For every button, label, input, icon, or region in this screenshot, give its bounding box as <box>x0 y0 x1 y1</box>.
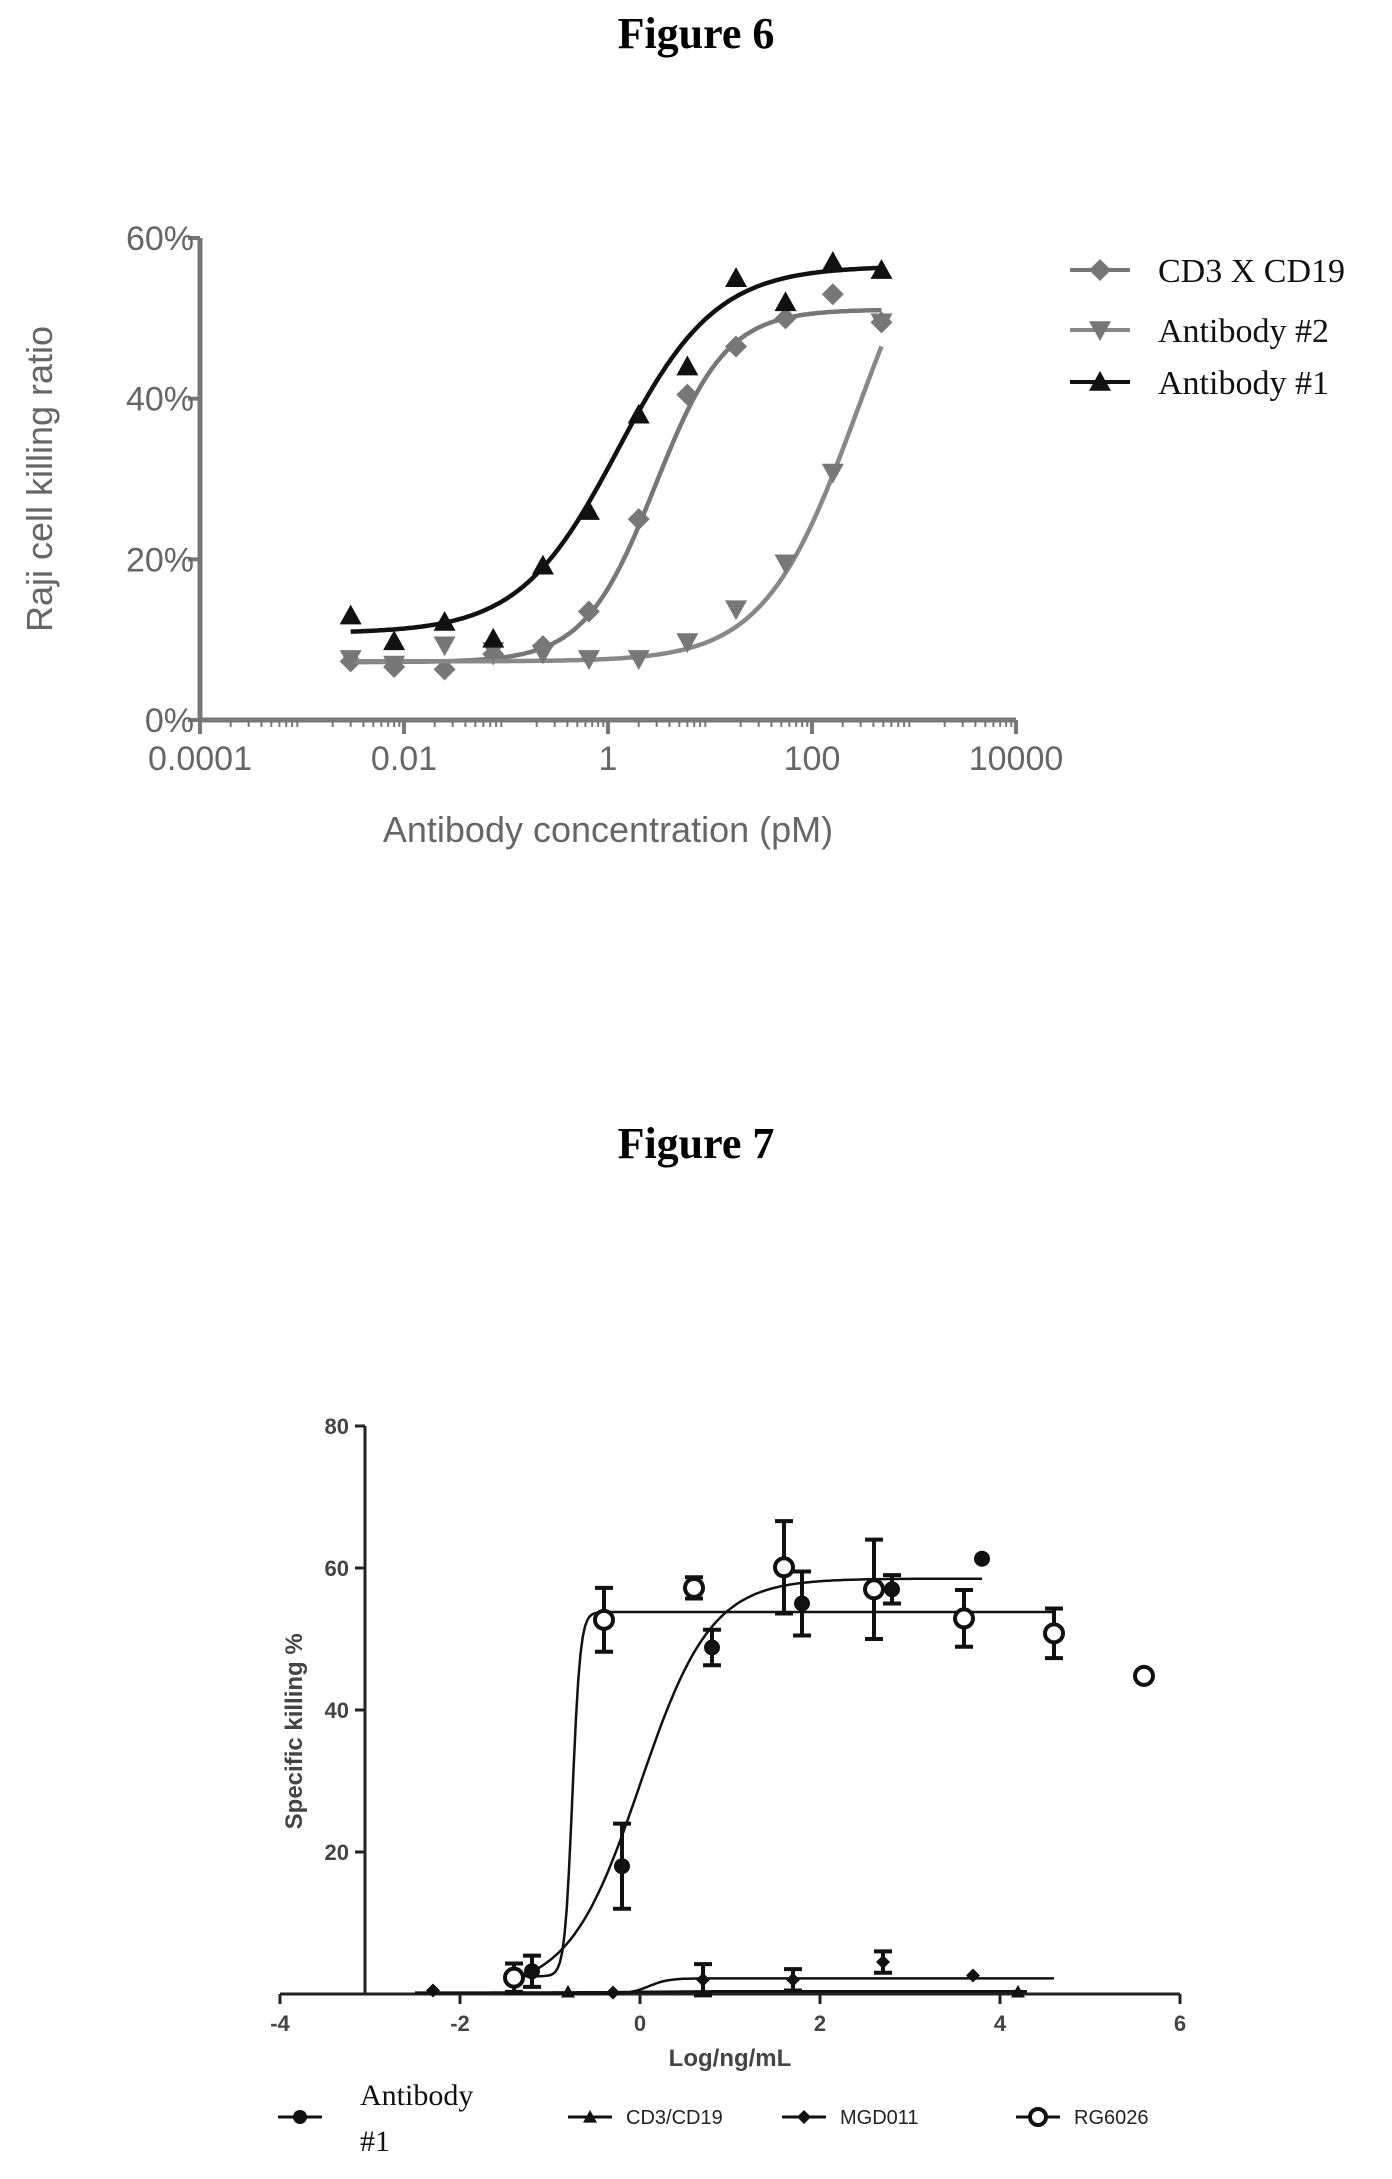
legend-marker <box>1089 321 1111 341</box>
data-point <box>339 604 362 625</box>
figure-7-chart: 20 40 60 80 -4 -2 0 2 4 6 Log/ng/mL Specific killin… <box>270 1414 1186 2158</box>
data-point <box>773 1556 795 1579</box>
legend-marker <box>583 2110 597 2123</box>
legend-label: RG6026 <box>1074 2107 1149 2129</box>
data-point <box>774 291 797 312</box>
data-point <box>966 1968 980 1983</box>
data-point <box>593 1608 615 1631</box>
data-point <box>339 650 362 670</box>
y-tick-label: 40 <box>325 1698 349 1723</box>
legend-marker <box>1089 371 1111 391</box>
x-tick-label: 10000 <box>969 740 1064 778</box>
data-point <box>1133 1664 1155 1687</box>
data-point <box>725 267 748 287</box>
data-point <box>383 630 406 651</box>
x-tick-label: 0.01 <box>371 740 437 778</box>
data-point <box>696 1972 710 1987</box>
legend-marker <box>797 2110 811 2124</box>
y-axis-label: Specific killing % <box>281 1633 308 1829</box>
y-tick-label: 20% <box>126 541 194 579</box>
data-point <box>676 383 699 406</box>
data-point <box>1043 1622 1065 1645</box>
legend-label: #1 <box>360 2125 390 2158</box>
data-point <box>606 1985 620 2000</box>
x-tick-label: 0.0001 <box>148 740 252 778</box>
x-tick-label: 4 <box>994 2011 1007 2036</box>
data-point <box>531 644 554 665</box>
data-point <box>676 355 699 376</box>
x-tick-label: 100 <box>784 740 841 778</box>
data-point <box>704 1639 720 1656</box>
data-point <box>503 1966 525 1989</box>
fit-curve <box>350 345 884 664</box>
y-tick-label: 20 <box>325 1840 349 1865</box>
data-point <box>974 1550 990 1567</box>
y-tick-label: 60 <box>325 1556 349 1581</box>
data-point <box>774 307 797 330</box>
legend-label: Antibody #2 <box>1158 313 1329 350</box>
data-point <box>627 403 650 424</box>
data-point <box>433 636 456 657</box>
legend-label: Antibody <box>360 2079 473 2112</box>
data-point <box>627 650 650 670</box>
legend-label: CD3/CD19 <box>626 2107 723 2129</box>
data-point <box>614 1858 630 1875</box>
x-axis-label: Antibody concentration (pM) <box>383 809 833 850</box>
data-point <box>870 313 893 334</box>
data-point <box>577 650 600 670</box>
data-point <box>627 508 650 531</box>
legend-label: MGD011 <box>840 2107 919 2129</box>
figure-6-chart: 0% 20% 40% 60% 0.0001 0.01 1 100 10000 Antibody c… <box>19 220 1345 850</box>
data-point <box>482 627 505 648</box>
data-point <box>953 1607 975 1630</box>
data-point <box>821 251 844 271</box>
data-point <box>676 633 699 654</box>
data-point <box>821 283 844 306</box>
data-point <box>577 500 600 520</box>
y-axis-label: Raji cell killing ratio <box>19 326 60 632</box>
figure-7-title: Figure 7 <box>617 1119 775 1168</box>
x-tick-label: 2 <box>814 2011 826 2036</box>
fit-curve <box>504 1577 982 1983</box>
data-point <box>821 463 844 484</box>
y-tick-label: 60% <box>126 220 194 258</box>
fit-curve <box>505 1977 1054 1996</box>
data-point <box>433 610 456 631</box>
data-point <box>577 600 600 623</box>
x-tick-label: 0 <box>634 2011 646 2036</box>
data-point <box>426 1983 440 1998</box>
data-point <box>1011 1984 1025 1998</box>
data-point <box>876 1955 890 1970</box>
y-tick-label: 40% <box>126 381 194 419</box>
x-tick-label: 1 <box>599 740 618 778</box>
data-point <box>531 554 554 575</box>
fit-curve <box>350 307 882 665</box>
data-point <box>794 1595 810 1612</box>
legend-marker <box>1028 2107 1048 2127</box>
figure-6-title: Figure 6 <box>617 9 775 58</box>
fit-curve <box>505 1610 1054 1978</box>
legend-marker <box>293 2110 307 2124</box>
data-point <box>433 658 456 681</box>
data-point <box>863 1578 885 1601</box>
data-point <box>870 259 893 279</box>
x-axis-label: Log/ng/mL <box>669 2045 792 2072</box>
data-point <box>786 1972 800 1987</box>
y-tick-label: 0% <box>145 702 194 740</box>
legend-label: Antibody #1 <box>1158 365 1329 402</box>
legend-label: CD3 X CD19 <box>1158 253 1345 290</box>
y-tick-label: 80 <box>325 1414 349 1439</box>
x-tick-label: -2 <box>450 2011 470 2036</box>
data-point <box>683 1576 705 1599</box>
x-tick-label: -4 <box>270 2011 290 2036</box>
data-point <box>383 655 406 676</box>
data-point <box>774 554 797 575</box>
data-point <box>725 335 748 358</box>
data-point <box>725 600 748 621</box>
x-tick-label: 6 <box>1174 2011 1186 2036</box>
legend-marker <box>1089 259 1111 281</box>
data-point <box>884 1581 900 1598</box>
